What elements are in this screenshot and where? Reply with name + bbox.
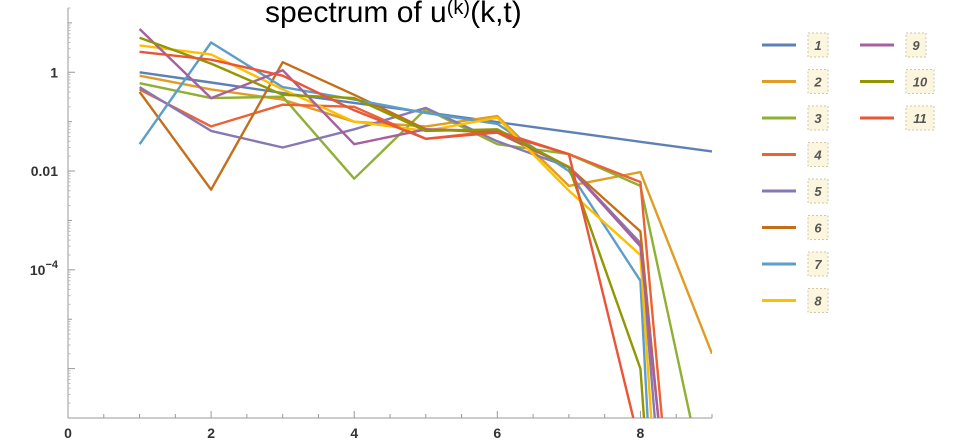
y-tick-label: 0.01	[31, 163, 58, 179]
legend-item-9: 9	[860, 32, 927, 58]
legend-label: 7	[814, 257, 822, 272]
y-tick-label-base: 1	[50, 64, 58, 80]
legend-label: 10	[913, 75, 928, 90]
legend-label: 8	[814, 294, 822, 309]
legend-label: 3	[814, 111, 822, 126]
legend-item-8: 8	[762, 288, 829, 313]
legend-label: 5	[814, 184, 822, 199]
axes: 0 2 4 6 8 1 0.01 10−4	[30, 7, 713, 441]
chart-title-superscript: (k)	[447, 0, 470, 19]
y-tick-label: 1	[50, 64, 58, 80]
legend-item-5: 5	[762, 178, 829, 204]
legend-item-11: 11	[860, 105, 935, 131]
legend-label: 1	[814, 38, 821, 53]
legend-label-box	[807, 215, 829, 240]
series-9-line	[138, 28, 660, 418]
x-tick-label: 4	[350, 425, 358, 441]
chart-title-suffix: (k,t)	[470, 0, 522, 29]
legend-label-box	[905, 69, 935, 94]
legend-label-box	[807, 69, 829, 94]
series-11-line	[139, 50, 635, 418]
chart-title: spectrum of u(k)(k,t)	[265, 0, 522, 29]
series-7-line	[138, 41, 649, 418]
x-tick-label: 6	[493, 425, 501, 441]
series-5-line	[138, 86, 656, 418]
legend-item-6: 6	[762, 215, 829, 240]
legend-item-3: 3	[762, 105, 829, 131]
legend-label: 11	[913, 111, 927, 126]
legend-label-box	[905, 32, 927, 58]
series-2-line	[139, 74, 712, 355]
legend-item-7: 7	[762, 251, 829, 277]
legend-label-box	[905, 105, 935, 131]
series-8-line	[139, 44, 653, 418]
x-tick-label: 2	[207, 425, 215, 441]
legend-label: 4	[813, 148, 822, 163]
legend-label: 9	[912, 38, 920, 53]
legend-label: 2	[813, 75, 822, 90]
series-4-line	[139, 88, 664, 418]
x-tick-label: 0	[64, 425, 72, 441]
y-tick-label-base: 10	[30, 262, 46, 278]
legend-label-box	[807, 32, 829, 58]
legend: 1 2 3 4 5 6 7 8 9 10 11	[762, 32, 935, 313]
legend-label-box	[807, 105, 829, 131]
series-6-line	[138, 61, 660, 418]
chart-title-main: spectrum of u	[265, 0, 447, 29]
x-tick-label: 8	[637, 425, 645, 441]
legend-item-1: 1	[762, 32, 829, 58]
legend-label-box	[807, 251, 829, 277]
plot-area	[138, 28, 712, 418]
legend-label-box	[807, 142, 829, 167]
legend-label-box	[807, 288, 829, 313]
y-tick-label: 10−4	[30, 259, 59, 278]
legend-item-10: 10	[860, 69, 935, 94]
y-tick-label-exponent: −4	[45, 259, 58, 271]
legend-label: 6	[814, 221, 822, 236]
legend-label-box	[807, 178, 829, 204]
y-tick-label-base: 0.01	[31, 163, 58, 179]
legend-item-4: 4	[762, 142, 829, 167]
legend-item-2: 2	[762, 69, 829, 94]
series-10-line	[139, 36, 646, 418]
